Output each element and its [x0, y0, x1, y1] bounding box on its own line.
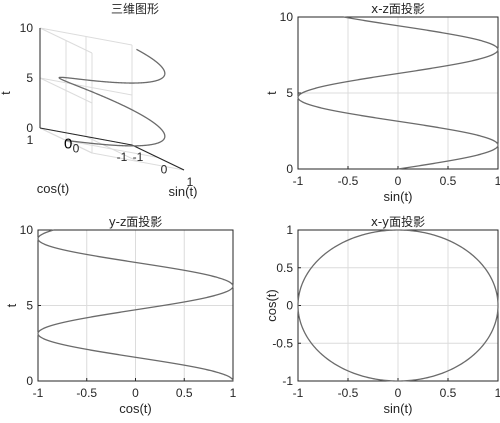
helix3d-x-axis: [131, 144, 185, 171]
helix3d-back-zgrid-2: [39, 27, 93, 54]
helix3d-annotation: 0: [64, 136, 72, 153]
xy-xtick-label-3: 0.5: [440, 386, 457, 400]
helix3d-floor-ygrid-1: [85, 136, 139, 162]
xz-ylabel: t: [264, 91, 279, 95]
helix3d-ytick-label-1: 0: [73, 142, 80, 156]
xz-xtick-label-2: 0: [395, 174, 402, 188]
yz-xtick-label-2: 0: [132, 386, 139, 400]
xy-ytick-label-3: 0.5: [276, 261, 293, 275]
xy-ylabel: cos(t): [264, 289, 279, 322]
helix3d-series-line: [58, 48, 166, 147]
helix3d-title: 三维图形: [111, 2, 159, 16]
helix3d-ytick-label-0: -1: [117, 150, 128, 164]
yz-xtick-label-1: -0.5: [76, 386, 97, 400]
xy-xtick-label-1: -0.5: [338, 386, 359, 400]
xz-title: x-z面投影: [371, 1, 425, 16]
helix3d-ztick-label-1: 5: [26, 71, 33, 85]
helix3d-xlabel: sin(t): [169, 184, 198, 199]
helix3d-back-zgrid-1: [39, 77, 93, 104]
xy-series-line: [297, 229, 499, 382]
helix3d-side-zgrid-1: [39, 77, 133, 96]
xy-ytick-label-4: 1: [286, 223, 293, 237]
xy-ytick-label-0: -1: [282, 374, 293, 388]
helix3d-ztick-label-0: 0: [26, 121, 33, 135]
xz-xtick-label-1: -0.5: [338, 174, 359, 188]
xz-xtick-label-0: -1: [293, 174, 304, 188]
helix3d-xtick-label-0: -1: [133, 150, 144, 164]
xy-title: x-y面投影: [371, 214, 425, 229]
helix3d-ytick-label-2: 1: [27, 133, 34, 147]
xz-ytick-label-1: 5: [286, 86, 293, 100]
helix3d-ztick-label-2: 10: [20, 21, 34, 35]
xz-ytick-label-2: 10: [280, 10, 294, 24]
yz-ytick-label-2: 10: [20, 223, 34, 237]
helix3d-ylabel: cos(t): [37, 181, 70, 196]
yz-ylabel: t: [4, 303, 19, 307]
xz-xtick-label-3: 0.5: [440, 174, 457, 188]
yz-axes-frame: [37, 229, 234, 382]
yz-xtick-label-0: -1: [33, 386, 44, 400]
xz-ytick-label-0: 0: [286, 162, 293, 176]
yz-series-line: [37, 229, 234, 382]
helix3d-xtick-label-1: 0: [161, 163, 168, 177]
xz-xtick-label-4: 1: [495, 174, 500, 188]
xy-xtick-label-0: -1: [293, 386, 304, 400]
xy-ytick-label-1: -0.5: [272, 336, 293, 350]
helix3d-xtick-label-2: 1: [187, 175, 194, 189]
yz-xtick-label-4: 1: [230, 386, 237, 400]
yz-ytick-label-0: 0: [26, 374, 33, 388]
xy-xlabel: sin(t): [384, 401, 413, 416]
yz-title: y-z面投影: [109, 214, 163, 229]
yz-xtick-label-3: 0.5: [176, 386, 193, 400]
helix3d-y-axis: [39, 127, 133, 146]
xz-series-line: [297, 16, 499, 170]
xy-xtick-label-2: 0: [395, 386, 402, 400]
helix3d-side-zgrid-2: [39, 27, 133, 46]
yz-xlabel: cos(t): [119, 401, 152, 416]
xy-xtick-label-4: 1: [495, 386, 500, 400]
yz-ytick-label-1: 5: [26, 299, 33, 313]
xy-ytick-label-2: 0: [286, 299, 293, 313]
helix3d-zlabel: t: [0, 91, 13, 95]
xz-xlabel: sin(t): [384, 189, 413, 204]
